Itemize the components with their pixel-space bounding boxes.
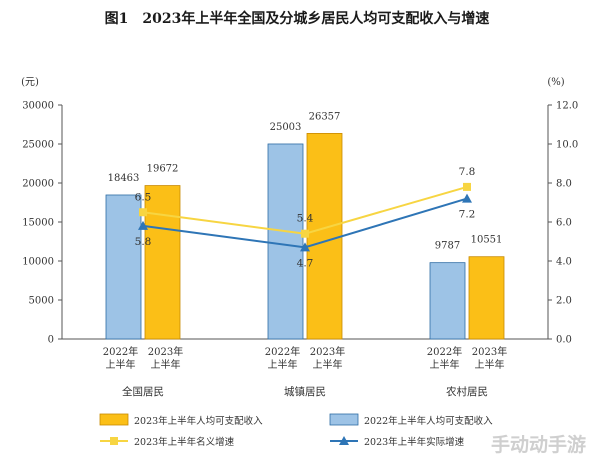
x-sublabel: 上半年: [106, 358, 136, 371]
x-sublabel: 2022年: [265, 345, 300, 358]
bar-2022: [267, 143, 304, 340]
left-tick-label: 10000: [22, 257, 54, 268]
right-tick-label: 8.0: [556, 179, 572, 190]
nominal-growth-point: [463, 182, 471, 191]
legend-swatch-2022: [329, 413, 359, 426]
real-growth-label: 5.8: [135, 236, 152, 248]
right-tick-label: 12.0: [556, 101, 578, 112]
real-growth-label: 7.2: [459, 209, 476, 221]
real-growth-point: [138, 220, 148, 230]
x-sublabel: 2023年: [310, 345, 345, 358]
real-growth-point: [300, 242, 310, 252]
bar-label-2023: 19672: [147, 164, 179, 175]
bar-2023: [144, 185, 181, 340]
x-sublabel: 上半年: [268, 358, 298, 371]
bar-2023: [306, 133, 343, 340]
bar-2022: [105, 194, 142, 340]
category-label: 农村居民: [446, 385, 488, 398]
nominal-growth-point: [139, 208, 147, 217]
legend-label-2023: 2023年上半年人均可支配收入: [134, 415, 263, 427]
legend-marker-nominal: [110, 437, 118, 445]
nominal-growth-label: 6.5: [135, 191, 152, 203]
x-sublabel: 上半年: [475, 358, 505, 371]
x-sublabel: 2022年: [103, 345, 138, 358]
left-tick-label: 20000: [22, 179, 54, 190]
nominal-growth-line: [142, 185, 468, 235]
x-sublabel: 2023年: [148, 345, 183, 358]
legend-label-nominal: 2023年上半年名义增速: [134, 436, 235, 448]
legend-label-real: 2023年上半年实际增速: [364, 436, 465, 448]
left-tick-label: 25000: [22, 140, 54, 151]
x-sublabel: 2023年: [472, 345, 507, 358]
bar-label-2022: 25003: [270, 122, 302, 133]
real-growth-point: [462, 193, 472, 203]
right-tick-label: 6.0: [556, 218, 572, 229]
bar-label-2022: 18463: [108, 173, 140, 184]
nominal-growth-label: 5.4: [297, 213, 314, 225]
legend-marker-real: [339, 436, 349, 445]
right-tick-label: 0.0: [556, 335, 572, 346]
left-tick-label: 15000: [22, 218, 54, 229]
right-tick-label: 2.0: [556, 296, 572, 307]
bar-label-2023: 26357: [309, 111, 341, 122]
watermark: 手动动手游: [490, 434, 586, 456]
nominal-growth-point: [301, 229, 309, 238]
left-tick-label: 5000: [29, 296, 54, 307]
x-sublabel: 上半年: [313, 358, 343, 371]
left-tick-label: 0: [48, 335, 54, 346]
right-tick-label: 4.0: [556, 257, 572, 268]
bar-2022: [429, 262, 466, 340]
right-axis-unit: (%): [547, 77, 564, 88]
right-tick-label: 10.0: [556, 140, 578, 151]
x-sublabel: 2022年: [427, 345, 462, 358]
real-growth-label: 4.7: [297, 257, 314, 269]
left-tick-label: 30000: [22, 101, 54, 112]
nominal-growth-label: 7.8: [459, 166, 476, 178]
legend-swatch-2023: [99, 413, 129, 426]
chart-title: 图1 2023年上半年全国及分城乡居民人均可支配收入与增速: [104, 11, 490, 27]
x-sublabel: 上半年: [430, 358, 460, 371]
legend-label-2022: 2022年上半年人均可支配收入: [364, 415, 493, 427]
bar-label-2023: 10551: [471, 235, 503, 246]
category-label: 城镇居民: [284, 385, 326, 398]
x-sublabel: 上半年: [151, 358, 181, 371]
bar-label-2022: 9787: [435, 241, 460, 252]
category-label: 全国居民: [122, 385, 164, 398]
left-axis-unit: (元): [21, 77, 39, 88]
bar-2023: [468, 256, 505, 340]
